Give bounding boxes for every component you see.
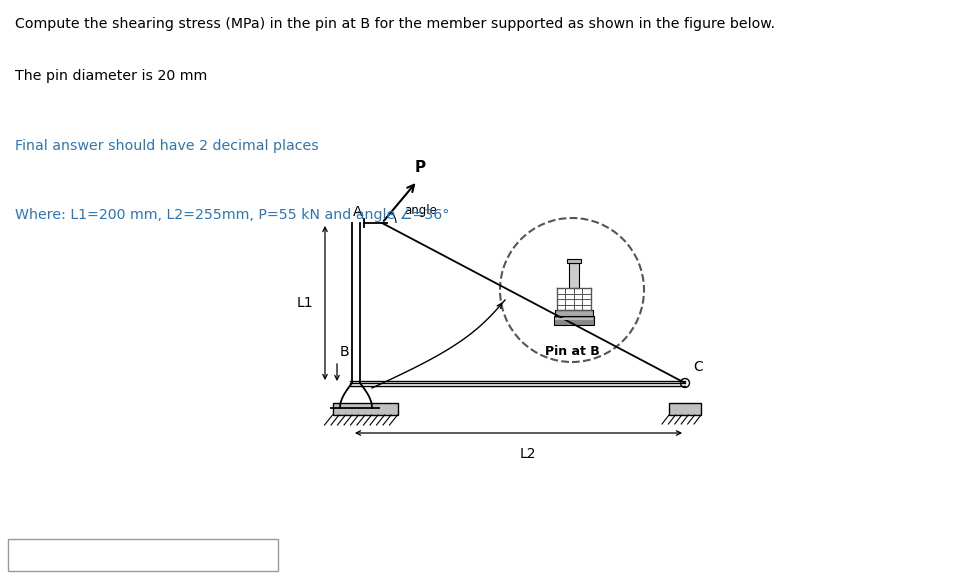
FancyBboxPatch shape [8,539,278,571]
Bar [554,316,594,325]
Bar [569,263,579,288]
Bar [567,259,581,263]
Bar [669,403,701,415]
Circle shape [500,218,644,362]
Text: angle: angle [404,204,437,217]
Text: Compute the shearing stress (MPa) in the pin at B for the member supported as sh: Compute the shearing stress (MPa) in the… [15,17,775,31]
Text: The pin diameter is 20 mm: The pin diameter is 20 mm [15,69,208,83]
Bar [555,310,593,316]
Bar [332,403,398,415]
Text: P: P [415,160,426,175]
Text: L1: L1 [296,296,313,310]
Text: Final answer should have 2 decimal places: Final answer should have 2 decimal place… [15,139,319,153]
Text: Pin at B: Pin at B [545,345,599,358]
Text: L2: L2 [519,447,535,461]
Text: A: A [352,205,362,219]
Text: B: B [340,345,349,359]
Text: Where: L1=200 mm, L2=255mm, P=55 kN and angle ∠=36°: Where: L1=200 mm, L2=255mm, P=55 kN and … [15,208,450,222]
Text: C: C [693,360,703,374]
